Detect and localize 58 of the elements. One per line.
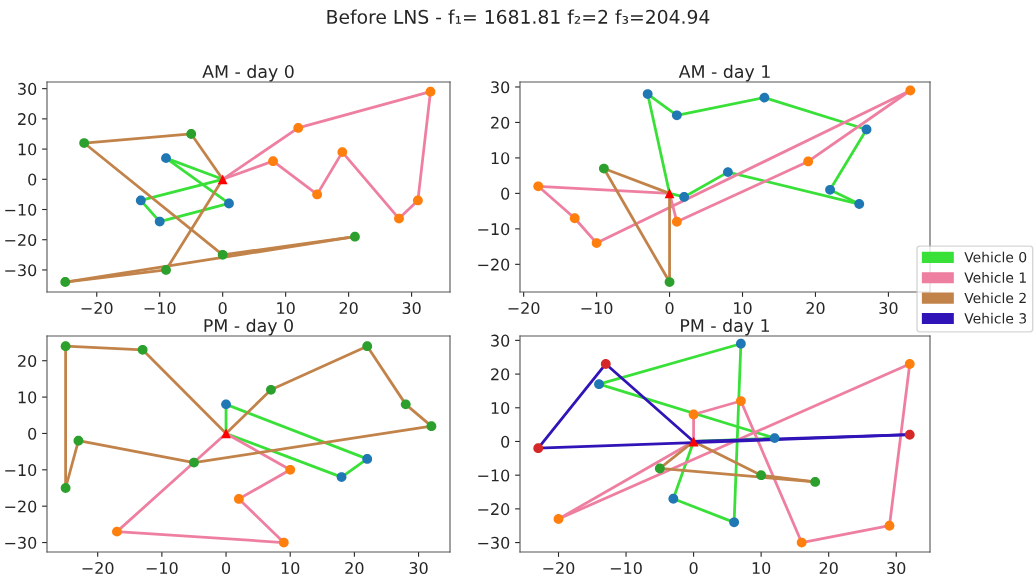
- y-tick-label: −10: [5, 203, 37, 216]
- x-tick-label: 0: [689, 562, 698, 575]
- legend-label: Vehicle 2: [964, 292, 1026, 304]
- y-tick-label: −20: [5, 500, 37, 513]
- y-tick-label: 30: [18, 82, 37, 95]
- y-tick-label: 30: [491, 334, 510, 347]
- text: Before LNS - f₁= 1681.81 f₂=2 f₃=204.94: [327, 9, 710, 24]
- x-tick-label: −20: [82, 562, 114, 575]
- x-tick-label: 10: [277, 302, 295, 315]
- y-tick-label: 0: [501, 435, 510, 448]
- x-tick-label: 30: [402, 302, 421, 315]
- y-tick-label: 20: [491, 116, 510, 129]
- y-tick-label: −30: [478, 536, 510, 549]
- x-tick-label: −10: [610, 562, 642, 575]
- x-tick-label: 10: [281, 562, 300, 575]
- x-tick-label: 20: [345, 562, 364, 575]
- x-tick-label: 20: [339, 302, 358, 315]
- y-tick-label: 10: [491, 152, 510, 165]
- y-tick-label: 30: [491, 81, 510, 94]
- x-tick-label: −10: [146, 562, 178, 575]
- x-tick-label: 10: [752, 562, 771, 575]
- x-tick-label: −20: [543, 562, 575, 575]
- legend-label: Vehicle 3: [964, 312, 1027, 324]
- y-tick-label: −20: [5, 233, 37, 247]
- x-tick-label: 10: [734, 302, 752, 315]
- x-tick-label: −10: [581, 302, 613, 315]
- x-tick-label: 30: [887, 562, 906, 575]
- y-tick-label: −30: [5, 264, 37, 277]
- chart-title: AM - day 0: [202, 64, 294, 82]
- x-tick-label: −10: [144, 302, 176, 315]
- y-tick-label: 10: [18, 143, 37, 156]
- y-tick-label: −20: [478, 503, 510, 516]
- y-tick-label: 20: [18, 113, 37, 126]
- x-tick-label: 30: [879, 302, 898, 315]
- y-tick-label: 20: [491, 368, 510, 381]
- y-tick-label: −10: [478, 469, 510, 482]
- x-tick-label: −20: [81, 302, 113, 315]
- x-tick-label: 0: [222, 562, 231, 575]
- legend-label: Vehicle 0: [964, 251, 1027, 263]
- chart-title: PM - day 0: [204, 318, 293, 336]
- x-tick-label: 30: [409, 562, 428, 575]
- x-tick-label: 0: [218, 302, 227, 315]
- chart-title: PM - day 1: [681, 318, 770, 336]
- y-tick-label: 10: [491, 401, 510, 415]
- x-tick-label: 20: [806, 302, 825, 315]
- y-tick-label: −10: [5, 464, 37, 477]
- x-tick-label: 20: [819, 562, 838, 575]
- y-tick-label: −30: [5, 536, 37, 549]
- x-tick-label: 0: [665, 302, 674, 315]
- y-tick-label: −20: [478, 258, 510, 271]
- y-tick-label: 0: [28, 427, 37, 440]
- y-tick-label: 10: [18, 391, 37, 404]
- chart-title: AM - day 1: [678, 64, 770, 82]
- y-tick-label: 0: [28, 173, 37, 186]
- y-tick-label: 0: [501, 187, 510, 200]
- y-tick-label: −10: [478, 223, 510, 236]
- legend-label: Vehicle 1: [964, 272, 1026, 283]
- y-tick-label: 20: [18, 354, 37, 368]
